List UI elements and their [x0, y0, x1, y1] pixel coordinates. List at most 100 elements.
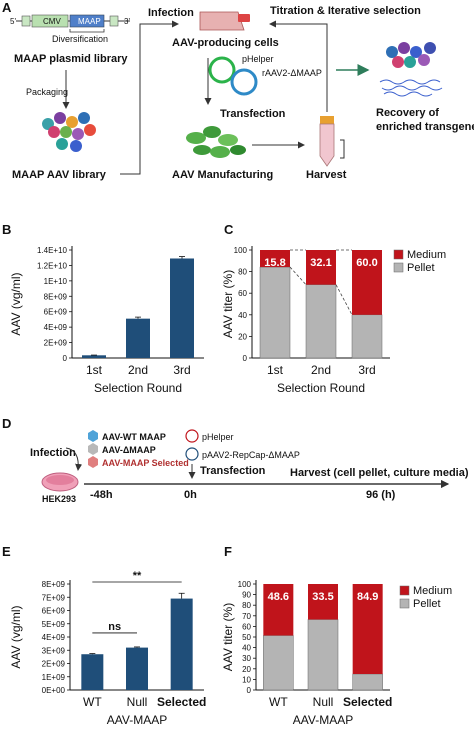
- bar-e-null: [126, 647, 148, 690]
- significance-label-e: ns: [108, 621, 121, 633]
- harvest-tube-icon: [319, 116, 345, 167]
- y-tick-label-e: 1E+09: [42, 673, 66, 682]
- y-tick-label-f: 20: [242, 665, 251, 674]
- y-tick-label-b: 1.2E+10: [37, 261, 68, 270]
- y-tick-label-f: 0: [247, 686, 252, 695]
- data-label-f: 48.6: [268, 591, 289, 603]
- cmv-block: [31, 14, 69, 28]
- x-tick-label-c: 2nd: [311, 363, 331, 377]
- d-infection-label: Infection: [30, 447, 76, 459]
- titration-label: Titration & Iterative selection: [270, 5, 421, 17]
- plasmid-maap: MAAP: [78, 17, 101, 26]
- plasmid-construct: 5' CMV MAAP 3' Diversification: [10, 14, 130, 44]
- plasmid-cmv: CMV: [43, 17, 61, 26]
- d-repcap-label: pAAV2-RepCap-ΔMAAP: [202, 450, 300, 460]
- phelper-plasmid-icon: [208, 56, 236, 84]
- panel-label-f: F: [224, 544, 232, 559]
- data-label-f: 33.5: [312, 591, 333, 603]
- bar-pellet-c-1st: [259, 266, 291, 359]
- plasmid-library-label: MAAP plasmid library: [14, 53, 128, 65]
- panel-d: D Infection AAV-WT MAAP AAV-ΔMAAP AAV-MA…: [2, 416, 469, 504]
- trend-line-c: [289, 266, 307, 285]
- x-tick-label-e: Null: [127, 695, 148, 709]
- bar-b-2nd: [126, 318, 150, 358]
- y-axis-title-e: AAV (vg/ml): [9, 605, 23, 668]
- harvest-label: Harvest: [306, 169, 347, 181]
- y-tick-label-e: 0E+00: [42, 686, 66, 695]
- legend-hex-selected-icon: [88, 456, 98, 468]
- bar-pellet-c-3rd: [351, 314, 383, 359]
- trend-line-c: [335, 284, 353, 315]
- bar-pellet-c-2nd: [305, 284, 337, 359]
- y-tick-label-e: 7E+09: [42, 593, 66, 602]
- producing-cells-label: AAV-producing cells: [172, 37, 279, 49]
- d-phelper-icon: [185, 429, 199, 443]
- x-tick-label-c: 3rd: [358, 363, 375, 377]
- plasmid-left-end: 5': [10, 17, 16, 26]
- aav-library-label: MAAP AAV library: [12, 169, 107, 181]
- legend-swatch-c-pellet: [393, 262, 404, 273]
- bar-e-wt: [81, 654, 104, 690]
- legend-label-c-medium: Medium: [407, 249, 446, 261]
- manufacturing-label: AAV Manufacturing: [172, 169, 273, 181]
- panel-label-b: B: [2, 222, 11, 237]
- plasmid-right-end: 3': [124, 17, 130, 26]
- bar-e-selected: [170, 598, 193, 690]
- y-tick-label-f: 100: [238, 580, 252, 589]
- legend-null: AAV-ΔMAAP: [102, 445, 156, 455]
- t-minus48: -48h: [90, 489, 113, 501]
- legend-label-f-pellet: Pellet: [413, 598, 441, 610]
- legend-wt: AAV-WT MAAP: [102, 432, 166, 442]
- raav2-label: rAAV2-ΔMAAP: [262, 68, 322, 78]
- x-tick-label-e: Selected: [157, 695, 206, 709]
- y-tick-label-f: 80: [242, 601, 251, 610]
- legend-hex-null-icon: [88, 443, 98, 455]
- x-tick-label-b: 1st: [86, 363, 103, 377]
- data-label-c: 32.1: [310, 257, 331, 269]
- panel-label-d: D: [2, 416, 11, 431]
- x-tick-label-f: Selected: [343, 695, 392, 709]
- y-tick-label-e: 4E+09: [42, 633, 66, 642]
- bar-medium-f-selected: [352, 584, 383, 674]
- y-tick-label-c: 0: [243, 354, 248, 363]
- x-axis-title-e: AAV-MAAP: [107, 713, 167, 727]
- x-tick-label-b: 2nd: [128, 363, 148, 377]
- d-repcap-icon: [185, 447, 199, 461]
- bar-medium-c-3rd: [352, 250, 382, 315]
- y-tick-label-b: 8E+09: [44, 292, 68, 301]
- panel-label-a: A: [2, 0, 12, 15]
- chart-b: 0 2E+09 4E+09 6E+09 8E+09 1E+10 1.2E+10 1.4E+10…: [9, 246, 204, 395]
- packaging-label: Packaging: [26, 87, 68, 97]
- infection-label: Infection: [148, 7, 194, 19]
- t-zero: 0h: [184, 489, 197, 501]
- y-tick-label-c: 100: [234, 246, 248, 255]
- y-tick-label-b: 4E+09: [44, 323, 68, 332]
- bar-medium-c-1st: [260, 250, 290, 268]
- chart-e: 0E+00 1E+09 2E+09 3E+09 4E+09 5E+09 6E+09 7E+09…: [9, 570, 206, 727]
- y-tick-label-c: 60: [238, 289, 247, 298]
- x-tick-label-f: WT: [269, 695, 288, 709]
- diversification-label: Diversification: [52, 34, 108, 44]
- d-phelper-label: pHelper: [202, 432, 234, 442]
- y-tick-label-b: 2E+09: [44, 339, 68, 348]
- data-label-f: 84.9: [357, 591, 378, 603]
- t-96: 96 (h): [366, 489, 396, 501]
- bar-b-1st: [82, 355, 106, 358]
- significance-label-e: **: [133, 570, 142, 582]
- bar-pellet-f-null: [307, 619, 339, 691]
- phelper-label: pHelper: [242, 54, 274, 64]
- y-tick-label-c: 80: [238, 268, 247, 277]
- panel-a: A 5' CMV MAAP 3' Diversification MAAP pl…: [2, 0, 474, 181]
- x-tick-label-e: WT: [83, 695, 102, 709]
- d-transfection-label: Transfection: [200, 465, 266, 477]
- y-tick-label-c: 20: [238, 332, 247, 341]
- x-axis-title-c: Selection Round: [277, 381, 365, 395]
- hek293-label: HEK293: [42, 494, 76, 504]
- recovery-line2: enriched transgene: [376, 121, 474, 133]
- y-tick-label-e: 6E+09: [42, 607, 66, 616]
- y-tick-label-f: 10: [242, 675, 251, 684]
- panel-label-e: E: [2, 544, 11, 559]
- y-axis-title-f: AAV titer (%): [221, 603, 235, 671]
- y-tick-label-c: 40: [238, 311, 247, 320]
- x-axis-title-b: Selection Round: [94, 381, 182, 395]
